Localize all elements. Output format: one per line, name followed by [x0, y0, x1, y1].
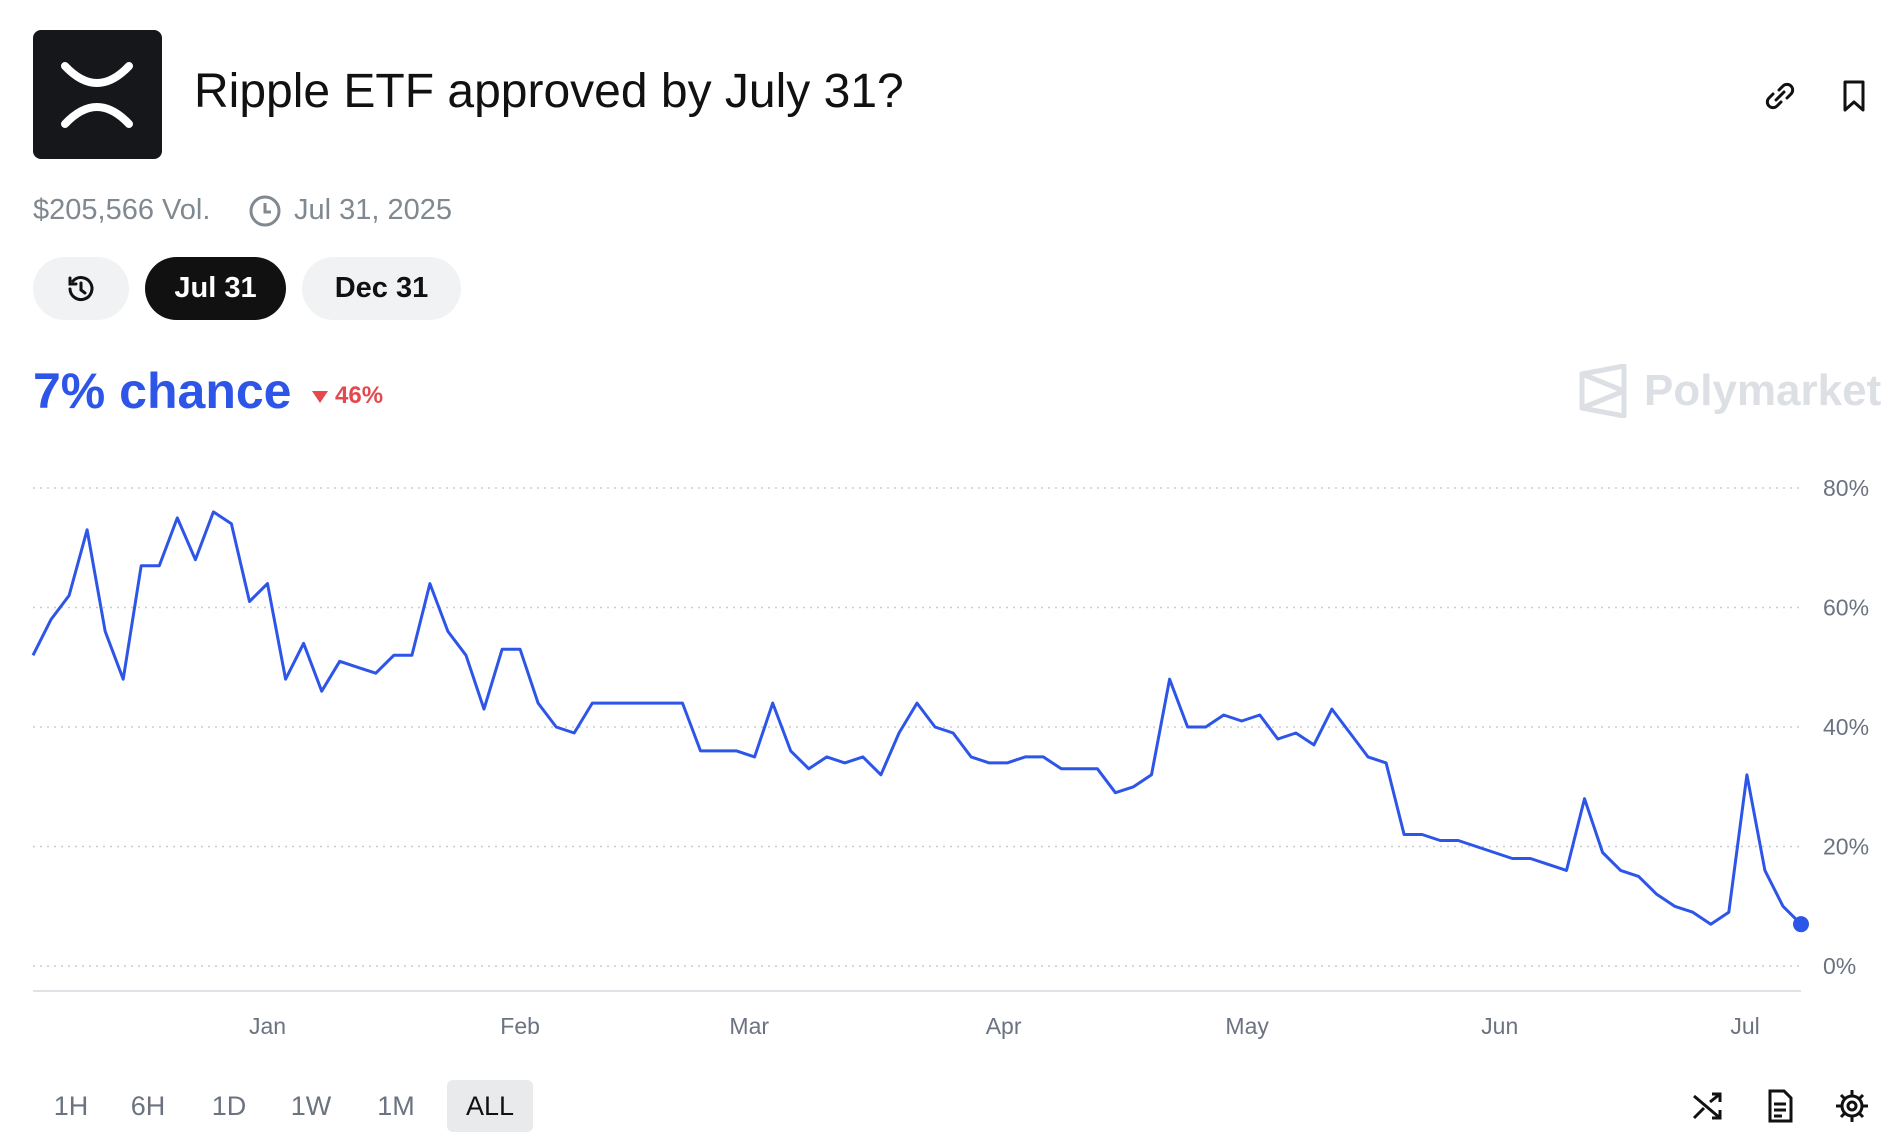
time-range-button[interactable]: 1M [377, 1090, 415, 1121]
end-date: Jul 31, 2025 [294, 194, 453, 226]
y-tick-label: 40% [1823, 714, 1869, 740]
price-line [31, 510, 1803, 926]
history-button[interactable] [33, 257, 129, 320]
x-tick-label: Jun [1481, 1013, 1518, 1039]
time-range-button[interactable]: 1D [211, 1090, 247, 1121]
x-tick-label: Mar [729, 1013, 769, 1039]
time-range-button[interactable]: 1H [53, 1090, 89, 1121]
document-icon[interactable] [1762, 1088, 1798, 1124]
end-dot [1793, 916, 1809, 933]
shuffle-icon[interactable] [1690, 1088, 1726, 1124]
y-tick-label: 20% [1823, 834, 1869, 860]
y-tick-label: 60% [1823, 595, 1869, 621]
market-logo [33, 30, 162, 159]
market-title: Ripple ETF approved by July 31? [194, 65, 904, 118]
x-tick-label: Feb [500, 1013, 540, 1039]
time-range-button[interactable]: 1W [290, 1090, 332, 1121]
date-tab[interactable]: Dec 31 [302, 257, 461, 320]
time-range-button[interactable]: ALL [447, 1080, 533, 1132]
time-range-button[interactable]: 6H [130, 1090, 166, 1121]
x-tick-label: May [1225, 1013, 1269, 1039]
link-icon[interactable] [1762, 78, 1798, 114]
x-tick-label: Jul [1730, 1013, 1759, 1039]
down-arrow [312, 391, 328, 403]
x-tick-label: Apr [986, 1013, 1022, 1039]
chance: 7% chance [33, 363, 292, 419]
clock-icon [249, 195, 281, 227]
chart: 0% 20% 40% 60% 80% Jan Feb Mar Apr May Jun Jul [31, 475, 1869, 1039]
settings-icon[interactable] [1834, 1088, 1870, 1124]
x-tick-label: Jan [249, 1013, 286, 1039]
date-tab[interactable]: Jul 31 [145, 257, 286, 320]
volume: $205,566 Vol. [33, 194, 211, 226]
y-tick-label: 80% [1823, 475, 1869, 501]
brand-logo [1579, 364, 1627, 418]
bookmark-icon[interactable] [1836, 78, 1872, 114]
y-tick-label: 0% [1823, 953, 1856, 979]
brand: Polymarket [1644, 366, 1882, 415]
change: 46% [335, 382, 384, 409]
